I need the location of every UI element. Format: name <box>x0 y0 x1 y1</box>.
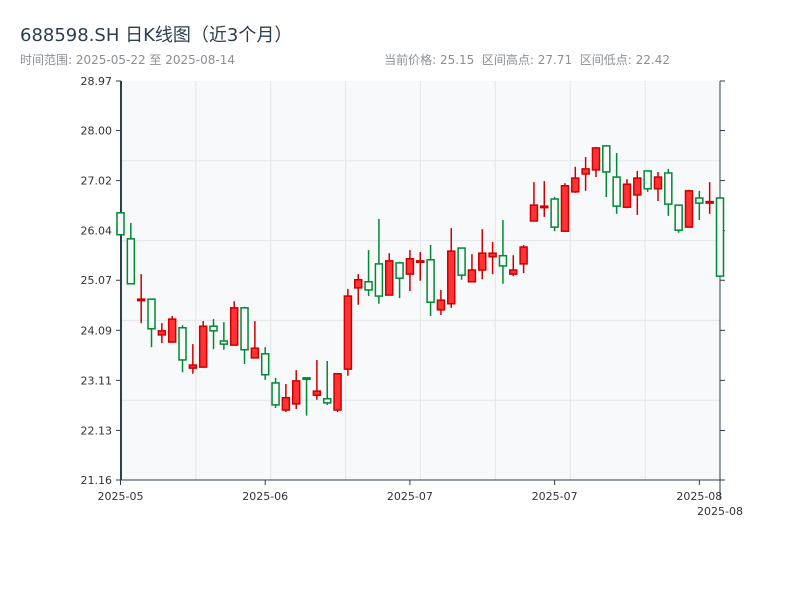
candle-down <box>695 197 704 204</box>
y-tick-label: 22.13 <box>81 424 113 437</box>
candle-down <box>322 398 332 404</box>
date-range: 时间范围: 2025-05-22 至 2025-08-14 <box>20 53 235 67</box>
candle-up <box>250 347 260 359</box>
candle-up <box>436 299 446 311</box>
candle-up <box>540 205 549 209</box>
candle-down <box>374 263 384 297</box>
candle-down <box>602 145 611 173</box>
candle-up <box>447 250 456 305</box>
y-tick-label: 23.11 <box>81 374 113 387</box>
candle-up <box>353 278 363 289</box>
candle-down <box>147 298 156 330</box>
candle-down <box>302 377 311 381</box>
candle-up <box>653 176 663 190</box>
candle-up <box>281 396 291 411</box>
x-tick-label: 2025-06 <box>242 490 288 503</box>
candle-up <box>509 269 518 275</box>
x-tick-label: 2025-08 <box>676 490 722 503</box>
candle-up <box>633 177 642 196</box>
candle-down <box>550 198 559 228</box>
candle-up <box>591 147 601 171</box>
candle-up <box>529 204 539 222</box>
candle-up <box>343 295 353 370</box>
candle-up <box>333 372 342 411</box>
candle-up <box>167 318 177 343</box>
candle-down <box>116 212 125 236</box>
candle-up <box>136 298 146 302</box>
candle-down <box>664 172 673 205</box>
candle-up <box>467 269 477 283</box>
x-tick-label: 2025-08 <box>697 505 743 518</box>
chart-title: 688598.SH 日K线图（近3个月） <box>20 25 293 46</box>
candle-up <box>571 177 580 193</box>
candle-up <box>488 252 497 258</box>
candle-down <box>209 325 218 332</box>
y-tick-label: 28.97 <box>81 75 113 88</box>
candle-down <box>126 238 136 285</box>
y-tick-label: 27.02 <box>81 175 113 188</box>
candle-up <box>229 307 239 346</box>
candle-down <box>178 327 187 361</box>
candle-down <box>240 307 249 351</box>
y-tick-label: 21.16 <box>81 474 113 487</box>
y-tick-label: 25.07 <box>81 274 113 287</box>
candle-down <box>457 247 466 276</box>
candle-down <box>498 254 508 267</box>
x-tick-label: 2025-07 <box>387 490 433 503</box>
y-tick-label: 28.00 <box>81 125 113 138</box>
candle-up <box>157 330 167 336</box>
candle-up <box>198 325 208 368</box>
candle-up <box>405 258 415 275</box>
candle-up <box>519 246 528 265</box>
candle-down <box>395 262 404 279</box>
y-tick-label: 24.09 <box>81 324 113 337</box>
candle-up <box>684 190 694 228</box>
candle-up <box>291 380 301 405</box>
candle-down <box>612 176 621 207</box>
candle-up <box>705 200 714 204</box>
candle-down <box>364 281 373 291</box>
candle-down <box>426 259 435 303</box>
candle-up <box>416 260 425 264</box>
candle-up <box>188 364 198 369</box>
candle-down <box>219 340 229 345</box>
candle-up <box>622 183 632 208</box>
price-stats: 当前价格: 25.15 区间高点: 27.71 区间低点: 22.42 <box>384 53 670 67</box>
x-tick-label: 2025-07 <box>532 490 578 503</box>
candle-down <box>643 170 652 190</box>
candle-down <box>674 204 683 231</box>
x-tick-label: 2025-05 <box>98 490 144 503</box>
candle-down <box>260 353 270 376</box>
candle-down <box>271 382 280 406</box>
candle-down <box>715 197 725 277</box>
y-tick-label: 26.04 <box>81 225 113 238</box>
candle-up <box>478 252 487 271</box>
candle-up <box>560 184 570 232</box>
candle-up <box>581 168 590 175</box>
candle-up <box>312 390 322 396</box>
candle-up <box>384 260 394 296</box>
